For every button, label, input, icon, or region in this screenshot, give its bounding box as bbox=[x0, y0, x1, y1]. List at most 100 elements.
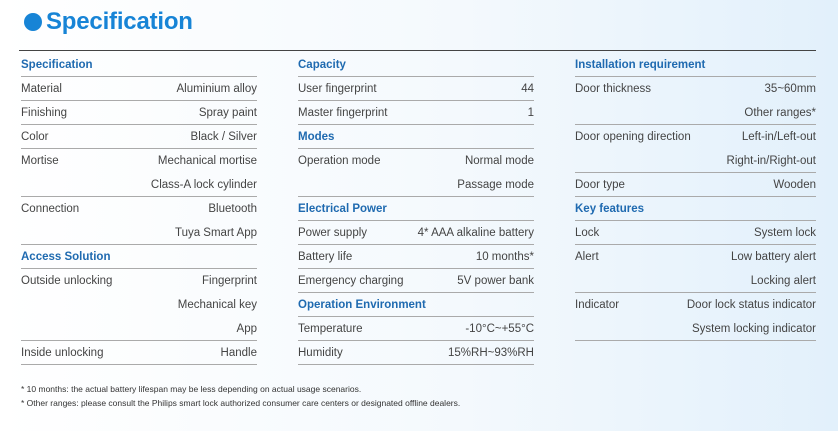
spec-label: Door type bbox=[575, 179, 625, 191]
column-installation: Installation requirement Door thickness 3… bbox=[575, 53, 816, 341]
spec-label: Alert bbox=[575, 251, 599, 263]
spec-label: Outside unlocking bbox=[21, 275, 113, 287]
header-divider bbox=[19, 50, 816, 51]
spec-value: 10 months* bbox=[475, 251, 534, 263]
spec-value: System lock bbox=[754, 227, 816, 239]
spec-value: Locking alert bbox=[750, 275, 816, 287]
page-header: Specification bbox=[24, 8, 193, 36]
spec-row-mortise: Mortise Mechanical mortise bbox=[21, 149, 257, 173]
footnote-battery: * 10 months: the actual battery lifespan… bbox=[21, 384, 362, 394]
spec-value: Handle bbox=[220, 347, 257, 359]
spec-value: Mechanical mortise bbox=[157, 155, 257, 167]
section-heading-row: Modes bbox=[298, 125, 534, 149]
spec-row-battery-life: Battery life 10 months* bbox=[298, 245, 534, 269]
spec-label: Power supply bbox=[298, 227, 368, 239]
page-title: Specification bbox=[46, 8, 193, 35]
spec-row-outside-unlocking: Outside unlocking Fingerprint bbox=[21, 269, 257, 293]
spec-value: Aluminium alloy bbox=[176, 83, 257, 95]
spec-row-direction-cont: Right-in/Right-out bbox=[575, 149, 816, 173]
section-heading-environment: Operation Environment bbox=[298, 299, 426, 311]
spec-value: Fingerprint bbox=[202, 275, 257, 287]
spec-value: 1 bbox=[527, 107, 534, 119]
spec-label: Finishing bbox=[21, 107, 68, 119]
footnotes: * 10 months: the actual battery lifespan… bbox=[21, 382, 460, 410]
spec-row-connection-cont: Tuya Smart App bbox=[21, 221, 257, 245]
spec-row-finishing: Finishing Spray paint bbox=[21, 101, 257, 125]
spec-row-indicator-cont: System locking indicator bbox=[575, 317, 816, 341]
spec-label: Battery life bbox=[298, 251, 353, 263]
section-heading-capacity: Capacity bbox=[298, 59, 346, 71]
spec-label: Lock bbox=[575, 227, 600, 239]
spec-value: Right-in/Right-out bbox=[726, 155, 816, 167]
spec-label: Color bbox=[21, 131, 49, 143]
spec-label: Door thickness bbox=[575, 83, 652, 95]
spec-value: Other ranges* bbox=[744, 107, 816, 119]
spec-value: Door lock status indicator bbox=[686, 299, 816, 311]
footnote-other-ranges: * Other ranges: please consult the Phili… bbox=[21, 398, 461, 408]
spec-value: App bbox=[236, 323, 257, 335]
spec-label: Indicator bbox=[575, 299, 620, 311]
spec-value: 35~60mm bbox=[764, 83, 816, 95]
spec-label: Humidity bbox=[298, 347, 343, 359]
spec-value: Mechanical key bbox=[177, 299, 257, 311]
spec-row-indicator: Indicator Door lock status indicator bbox=[575, 293, 816, 317]
spec-value: Bluetooth bbox=[208, 203, 257, 215]
spec-label: Inside unlocking bbox=[21, 347, 104, 359]
section-heading-row: Key features bbox=[575, 197, 816, 221]
spec-row-operation-mode: Operation mode Normal mode bbox=[298, 149, 534, 173]
spec-value: Passage mode bbox=[457, 179, 534, 191]
spec-label: Door opening direction bbox=[575, 131, 691, 143]
spec-label: Master fingerprint bbox=[298, 107, 388, 119]
spec-row-inside-unlocking: Inside unlocking Handle bbox=[21, 341, 257, 365]
spec-row-door-thickness: Door thickness 35~60mm bbox=[575, 77, 816, 101]
spec-label: User fingerprint bbox=[298, 83, 377, 95]
spec-row-connection: Connection Bluetooth bbox=[21, 197, 257, 221]
spec-value: Low battery alert bbox=[730, 251, 816, 263]
spec-row-color: Color Black / Silver bbox=[21, 125, 257, 149]
spec-row-mortise-cont: Class-A lock cylinder bbox=[21, 173, 257, 197]
spec-value: Normal mode bbox=[464, 155, 534, 167]
spec-row-power-supply: Power supply 4* AAA alkaline battery bbox=[298, 221, 534, 245]
section-heading-row: Installation requirement bbox=[575, 53, 816, 77]
spec-row-door-type: Door type Wooden bbox=[575, 173, 816, 197]
spec-value: Wooden bbox=[773, 179, 816, 191]
section-heading-specification: Specification bbox=[21, 59, 93, 71]
spec-label: Mortise bbox=[21, 155, 59, 167]
section-heading-row: Operation Environment bbox=[298, 293, 534, 317]
spec-label: Material bbox=[21, 83, 62, 95]
spec-value: 5V power bank bbox=[457, 275, 534, 287]
spec-value: Class-A lock cylinder bbox=[150, 179, 257, 191]
spec-label: Emergency charging bbox=[298, 275, 404, 287]
column-specification: Specification Material Aluminium alloy Fi… bbox=[21, 53, 257, 365]
section-heading-features: Key features bbox=[575, 203, 645, 215]
section-heading-row: Specification bbox=[21, 53, 257, 77]
spec-row-temperature: Temperature -10°C~+55°C bbox=[298, 317, 534, 341]
spec-value: Tuya Smart App bbox=[174, 227, 257, 239]
section-heading-access: Access Solution bbox=[21, 251, 111, 263]
spec-value: Left-in/Left-out bbox=[741, 131, 816, 143]
spec-row-outside-cont: Mechanical key bbox=[21, 293, 257, 317]
spec-value: 4* AAA alkaline battery bbox=[417, 227, 534, 239]
spec-row-outside-cont: App bbox=[21, 317, 257, 341]
section-heading-power: Electrical Power bbox=[298, 203, 387, 215]
spec-row-material: Material Aluminium alloy bbox=[21, 77, 257, 101]
spec-row-operation-cont: Passage mode bbox=[298, 173, 534, 197]
spec-row-humidity: Humidity 15%RH~93%RH bbox=[298, 341, 534, 365]
spec-value: -10°C~+55°C bbox=[465, 323, 534, 335]
spec-label: Temperature bbox=[298, 323, 363, 335]
column-capacity: Capacity User fingerprint 44 Master finge… bbox=[298, 53, 534, 365]
spec-label: Connection bbox=[21, 203, 80, 215]
spec-row-thickness-cont: Other ranges* bbox=[575, 101, 816, 125]
spec-value: Spray paint bbox=[198, 107, 257, 119]
spec-value: Black / Silver bbox=[190, 131, 257, 143]
spec-row-lock: Lock System lock bbox=[575, 221, 816, 245]
spec-value: System locking indicator bbox=[692, 323, 816, 335]
spec-row-opening-direction: Door opening direction Left-in/Left-out bbox=[575, 125, 816, 149]
section-heading-row: Access Solution bbox=[21, 245, 257, 269]
spec-value: 44 bbox=[521, 83, 534, 95]
spec-label: Operation mode bbox=[298, 155, 381, 167]
section-heading-modes: Modes bbox=[298, 131, 335, 143]
section-heading-row: Capacity bbox=[298, 53, 534, 77]
bullet-dot-icon bbox=[24, 13, 42, 31]
spec-row-master-fingerprint: Master fingerprint 1 bbox=[298, 101, 534, 125]
